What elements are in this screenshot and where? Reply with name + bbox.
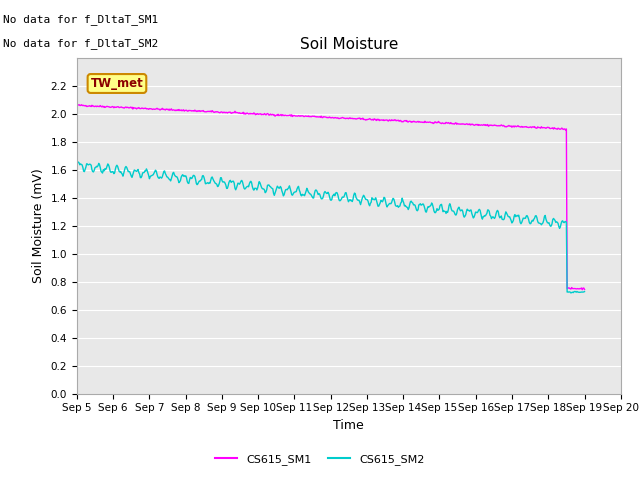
- CS615_SM2: [156, 174, 164, 180]
- CS615_SM1: [534, 124, 541, 130]
- Text: TW_met: TW_met: [91, 77, 143, 90]
- Y-axis label: Soil Moisture (mV): Soil Moisture (mV): [32, 168, 45, 283]
- CS615_SM1: [579, 287, 586, 293]
- Text: No data for f_DltaT_SM1: No data for f_DltaT_SM1: [3, 14, 159, 25]
- CS615_SM2: [74, 159, 82, 165]
- CS615_SM2: [501, 212, 509, 217]
- CS615_SM2: [209, 176, 217, 182]
- CS615_SM1: [209, 108, 217, 114]
- CS615_SM2: [239, 182, 247, 188]
- CS615_SM2: [73, 163, 81, 168]
- CS615_SM1: [73, 102, 81, 108]
- CS615_SM2: [534, 218, 541, 224]
- CS615_SM2: [88, 167, 96, 173]
- Line: CS615_SM1: CS615_SM1: [77, 105, 584, 290]
- CS615_SM1: [580, 287, 588, 292]
- CS615_SM1: [88, 102, 96, 108]
- Legend: CS615_SM1, CS615_SM2: CS615_SM1, CS615_SM2: [211, 450, 429, 469]
- CS615_SM1: [156, 107, 164, 113]
- CS615_SM1: [76, 102, 83, 108]
- CS615_SM1: [239, 109, 247, 115]
- CS615_SM2: [567, 290, 575, 296]
- Text: No data for f_DltaT_SM2: No data for f_DltaT_SM2: [3, 38, 159, 49]
- X-axis label: Time: Time: [333, 419, 364, 432]
- CS615_SM2: [580, 288, 588, 294]
- Title: Soil Moisture: Soil Moisture: [300, 37, 398, 52]
- CS615_SM1: [501, 124, 509, 130]
- Line: CS615_SM2: CS615_SM2: [77, 162, 584, 293]
